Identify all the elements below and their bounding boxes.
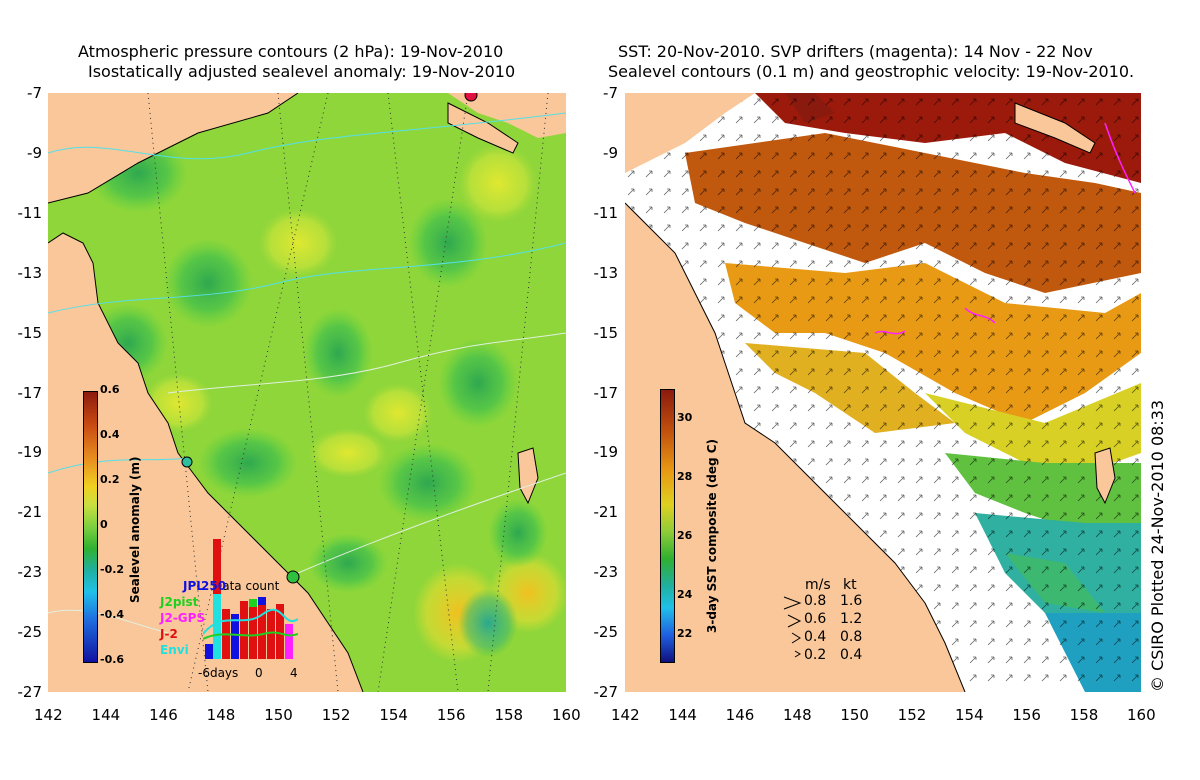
left-lon-tick-8: 158: [494, 706, 524, 724]
left-lon-tick-1: 144: [91, 706, 121, 724]
data-count-inset: Data count 250 -6days 0 4: [198, 539, 298, 680]
inset-xtick-1: 0: [255, 666, 263, 680]
sst-colorbar: [660, 389, 675, 663]
left-lon-tick-6: 154: [379, 706, 408, 724]
vector-row-1-ms: 0.6: [804, 611, 827, 627]
sst-tick-3: 24: [677, 588, 693, 601]
left-lon-tick-7: 156: [436, 706, 466, 724]
right-lon-tick-4: 150: [840, 706, 869, 724]
right-lat-tick-3: -13: [593, 263, 619, 282]
right-lon-tick-1: 144: [668, 706, 697, 724]
vector-row-0-ms: 0.8: [804, 593, 827, 609]
vector-row-3-ms: 0.2: [804, 647, 827, 663]
inset-source-3: J-2: [160, 627, 178, 641]
sealevel-tick-6: -0.6: [100, 653, 125, 666]
inset-xtick-0: -6days: [198, 666, 239, 680]
right-lon-tick-6: 154: [955, 706, 984, 724]
right-lat-tick-7: -21: [593, 503, 619, 522]
left-lat-tick-2: -11: [17, 203, 43, 222]
sst-tick-4: 22: [677, 627, 693, 640]
data-count-bars: [203, 539, 298, 659]
left-lat-tick-4: -15: [17, 323, 43, 342]
vector-row-3-kt: 0.4: [840, 647, 863, 663]
right-lon-tick-2: 146: [725, 706, 755, 724]
sst-map[interactable]: 30 28 26 24 22 3-day SST composite (deg …: [625, 93, 1141, 692]
right-lat-tick-5: -17: [593, 383, 619, 402]
left-lat-tick-9: -25: [17, 623, 43, 642]
sealevel-tick-3: 0: [100, 518, 108, 531]
inset-xtick-2: 4: [290, 666, 298, 680]
sst-colorbar-label: 3-day SST composite (deg C): [705, 438, 719, 633]
left-title-line1: Atmospheric pressure contours (2 hPa): 1…: [78, 42, 504, 61]
right-lat-tick-8: -23: [593, 563, 619, 582]
right-lon-tick-3: 148: [783, 706, 812, 724]
credit-text: © CSIRO Plotted 24-Nov-2010 08:33: [1148, 399, 1167, 692]
sealevel-tick-5: -0.4: [100, 608, 125, 621]
sst-tick-2: 26: [677, 529, 693, 542]
left-lat-tick-10: -27: [17, 683, 43, 701]
inset-source-1: J2pist: [160, 595, 199, 609]
right-lat-tick-2: -11: [593, 203, 619, 222]
left-lat-tick-3: -13: [17, 263, 43, 282]
vector-legend-header-ms: m/s: [805, 577, 831, 593]
right-lat-tick-10: -27: [593, 683, 619, 701]
inset-title: Data count: [213, 579, 280, 593]
left-lat-tick-8: -23: [17, 563, 43, 582]
right-lat-tick-6: -19: [593, 443, 619, 462]
sealevel-tick-4: -0.2: [100, 563, 125, 576]
sealevel-tick-1: 0.4: [100, 428, 120, 441]
left-lat-tick-7: -21: [17, 503, 43, 522]
sealevel-tick-2: 0.2: [100, 473, 120, 486]
right-lon-tick-8: 158: [1069, 706, 1099, 724]
left-lon-tick-3: 148: [206, 706, 236, 724]
inset-source-4: Envi: [160, 643, 189, 657]
right-lat-tick-4: -15: [593, 323, 619, 342]
right-lon-tick-7: 156: [1012, 706, 1041, 724]
left-lat-tick-6: -19: [17, 443, 43, 462]
vector-legend-header-kt: kt: [843, 577, 857, 593]
left-lat-tick-0: -7: [27, 84, 42, 102]
vector-legend-arrows: [783, 596, 802, 658]
left-lat-tick-1: -9: [27, 143, 42, 162]
right-lon-tick-9: 160: [1127, 706, 1156, 724]
left-lon-tick-5: 152: [321, 706, 351, 724]
right-lon-tick-0: 142: [611, 706, 640, 724]
sealevel-colorbar-label: Sealevel anomaly (m): [128, 456, 142, 603]
left-lon-tick-4: 150: [264, 706, 293, 724]
sealevel-colorbar: [83, 391, 98, 663]
sealevel-anomaly-map[interactable]: 0.6 0.4 0.2 0 -0.2 -0.4 -0.6 Sealevel an…: [48, 93, 566, 692]
right-lat-tick-0: -7: [603, 84, 618, 102]
left-lon-tick-9: 160: [552, 706, 581, 724]
sst-tick-0: 30: [677, 411, 693, 424]
sst-tick-1: 28: [677, 470, 693, 483]
right-lat-tick-9: -25: [593, 623, 619, 642]
left-lat-tick-5: -17: [17, 383, 43, 402]
vector-row-0-kt: 1.6: [840, 593, 863, 609]
inset-source-0: JPL: [183, 579, 204, 593]
left-title-line2: Isostatically adjusted sealevel anomaly:…: [88, 62, 516, 81]
right-lon-tick-5: 152: [897, 706, 927, 724]
vector-row-2-ms: 0.4: [804, 629, 827, 645]
vector-row-2-kt: 0.8: [840, 629, 863, 645]
sealevel-tick-0: 0.6: [100, 383, 120, 396]
left-lon-tick-2: 146: [149, 706, 178, 724]
vector-row-1-kt: 1.2: [840, 611, 863, 627]
sst-map-graphic: [625, 93, 1141, 692]
sealevel-map-graphic: [48, 93, 566, 692]
inset-count: 250: [201, 579, 227, 593]
right-title-line1: SST: 20-Nov-2010. SVP drifters (magenta)…: [618, 42, 1093, 61]
inset-source-2: J2-GPS: [160, 611, 206, 625]
right-title-line2: Sealevel contours (0.1 m) and geostrophi…: [608, 62, 1135, 81]
right-lat-tick-1: -9: [603, 143, 618, 162]
left-lon-tick-0: 142: [34, 706, 63, 724]
